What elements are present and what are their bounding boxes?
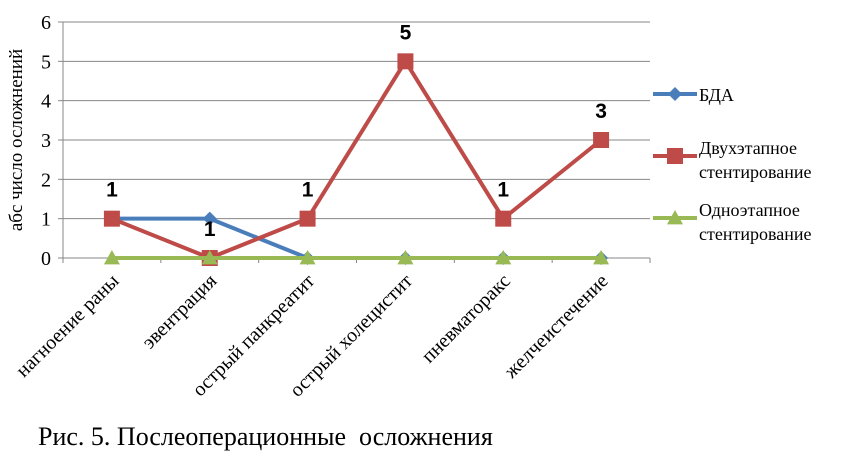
series-lines [103,53,610,266]
y-tick-label: 0 [41,248,51,270]
data-point-square [593,132,610,148]
data-point-triangle [299,250,316,265]
data-point-triangle [103,250,120,265]
legend-label: БДА [699,85,734,105]
y-tick-label: 3 [41,130,51,152]
data-label: 1 [204,218,216,241]
legend-label: Двухэтапное стентирование [699,138,811,182]
data-point-square [103,210,120,227]
data-labels: 1 1 1 5 1 3 [106,21,607,241]
y-tick-label: 2 [41,169,51,191]
data-label: 3 [595,100,607,123]
series-line [111,216,602,260]
data-point-diamond [202,211,217,226]
legend: БДА Двухэтапное стентирование Одноэтапное ст… [653,85,811,244]
gridlines [63,21,650,220]
data-point-triangle [667,210,683,225]
y-tick-label: 1 [41,209,51,231]
y-axis-label: абс число осложнений [6,49,27,231]
data-point-triangle [397,250,414,265]
y-tick-labels: 0 1 2 3 4 5 6 [41,12,51,270]
data-point-triangle [593,250,610,265]
x-tick-label: желчеистечение [499,270,612,383]
figure-caption: Рис. 5. Послеоперационные осложнения [38,422,493,451]
data-label: 1 [106,179,118,202]
data-point-square [667,148,683,164]
y-tick-label: 5 [41,51,51,73]
x-tick-label: нагноение раны [12,270,124,382]
data-point-square [397,53,414,70]
legend-label: Одноэтапное стентирование [699,200,811,244]
data-label: 1 [302,179,314,202]
y-tick-label: 6 [41,12,51,34]
series-2 [103,53,610,266]
series-3 [103,250,610,265]
y-tick-label: 4 [41,91,51,113]
data-point-triangle [201,250,218,265]
series-line [111,59,603,260]
legend-item: Двухэтапное стентирование [653,138,811,182]
data-point-square [495,210,512,227]
data-point-diamond [668,87,682,101]
x-tick-label: пневматоракс [417,270,514,367]
data-label: 5 [400,21,412,44]
x-tick-label: эвентрация [138,270,221,353]
legend-item: Одноэтапное стентирование [653,200,811,244]
data-label: 1 [497,179,509,202]
legend-item: БДА [653,85,734,105]
data-point-triangle [495,250,512,265]
data-point-square [299,210,316,227]
